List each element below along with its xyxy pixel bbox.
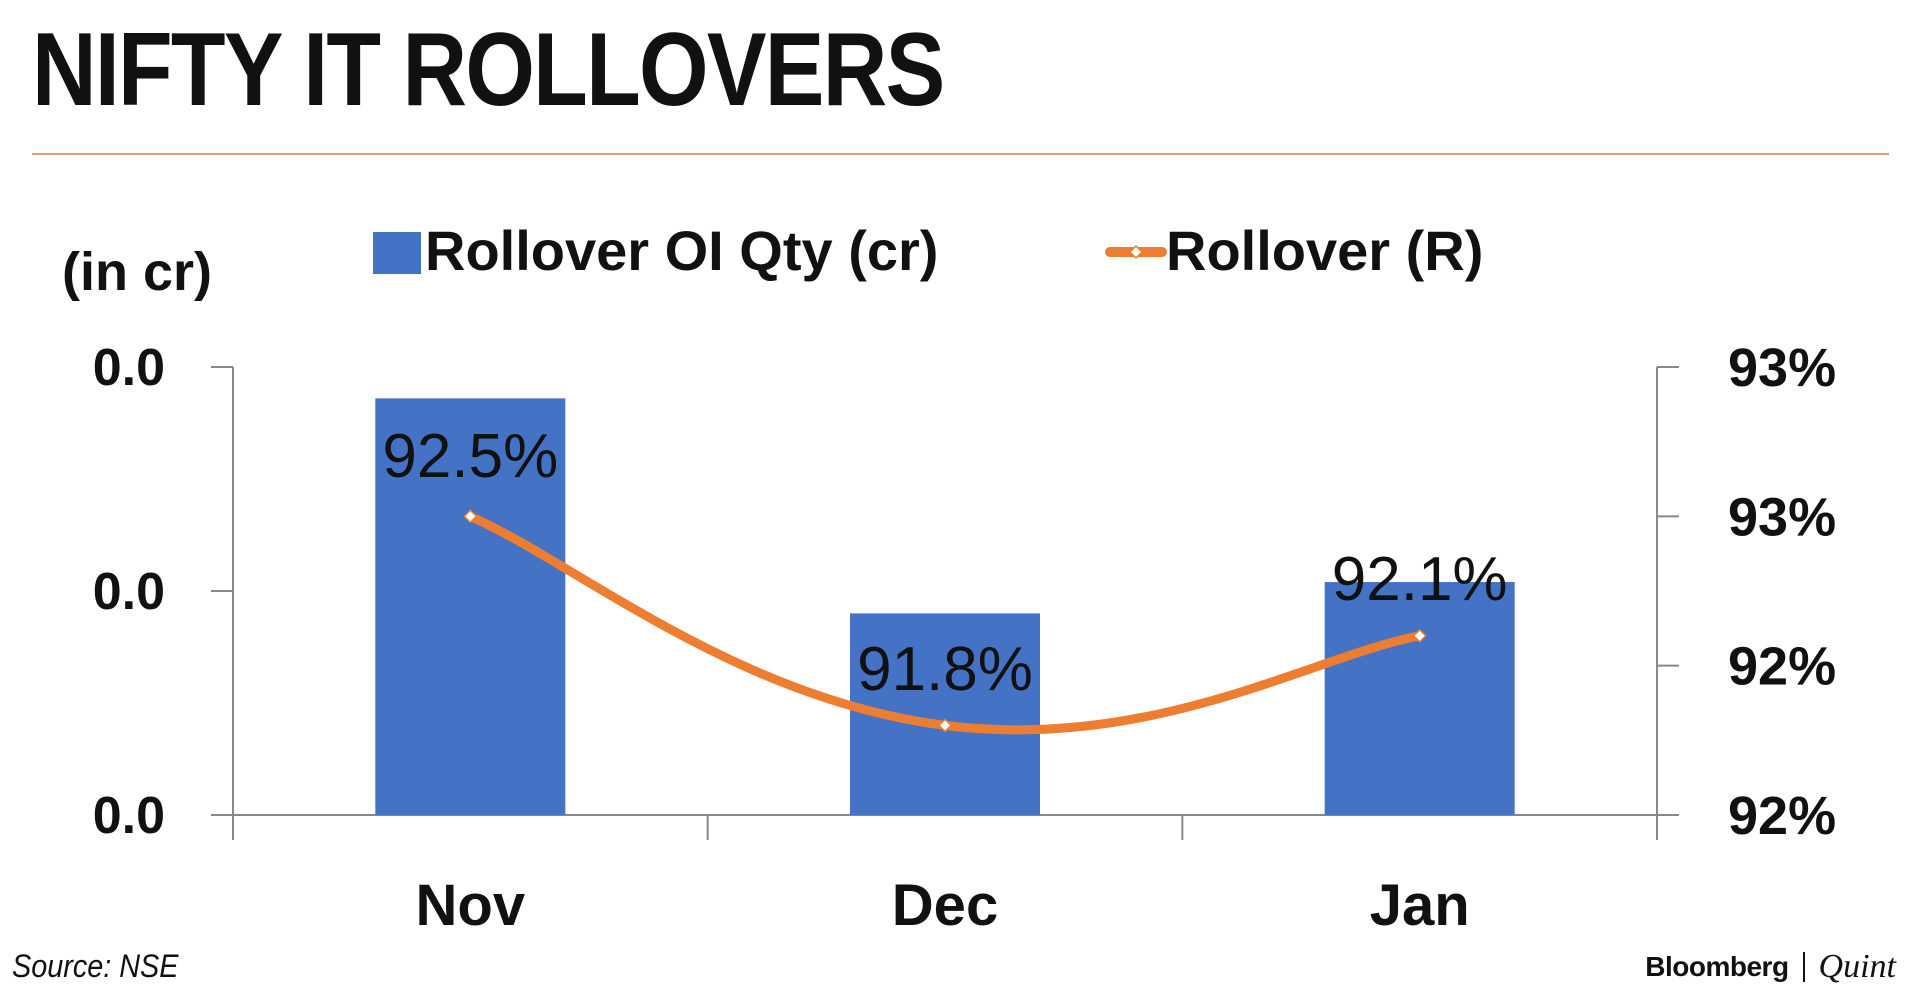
rollover-line [463, 509, 1427, 735]
data-label: 91.8% [857, 635, 1033, 704]
legend: Rollover OI Qty (cr) Rollover (R) [373, 219, 1483, 282]
right-tick-label: 92% [1728, 637, 1836, 697]
right-tick-label: 92% [1728, 786, 1836, 846]
left-tick-label: 0.0 [93, 563, 165, 621]
bar [1324, 582, 1515, 815]
x-tick-label: Jan [1370, 873, 1470, 938]
x-tick-label: Nov [416, 873, 526, 938]
bar [375, 398, 566, 815]
bars [375, 398, 1515, 815]
legend-line-marker [1128, 244, 1144, 260]
title-divider [32, 153, 1889, 155]
data-label: 92.5% [382, 422, 558, 491]
line-point [937, 718, 953, 733]
legend-bar-swatch [373, 232, 421, 274]
source-note: Source: NSE [12, 948, 179, 984]
chart: 0.0 0.0 0.0 93% 93% 92% 92% Nov Dec Jan (in cr) 92… [62, 219, 1836, 938]
right-tick-label: 93% [1728, 338, 1836, 398]
brand-secondary: Quint [1818, 948, 1896, 985]
legend-bar-label: Rollover OI Qty (cr) [425, 219, 938, 282]
brand-primary: Bloomberg [1645, 951, 1789, 982]
data-labels: 92.5% 91.8% 92.1% [382, 422, 1507, 704]
y-axis-label: (in cr) [62, 242, 212, 302]
brand-logo: Bloomberg Quint [1645, 948, 1896, 986]
left-tick-label: 0.0 [93, 339, 165, 397]
x-tick-label: Dec [892, 873, 998, 938]
left-tick-label: 0.0 [93, 787, 165, 845]
line-point [463, 509, 478, 524]
data-label: 92.1% [1332, 545, 1508, 614]
right-tick-label: 93% [1728, 487, 1836, 547]
brand-separator [1802, 952, 1805, 982]
legend-line-label: Rollover (R) [1166, 219, 1483, 282]
line-point [1412, 628, 1427, 643]
axes: 0.0 0.0 0.0 93% 93% 92% 92% Nov Dec Jan (in cr) [62, 242, 1836, 938]
chart-title: NIFTY IT ROLLOVERS [32, 12, 945, 128]
